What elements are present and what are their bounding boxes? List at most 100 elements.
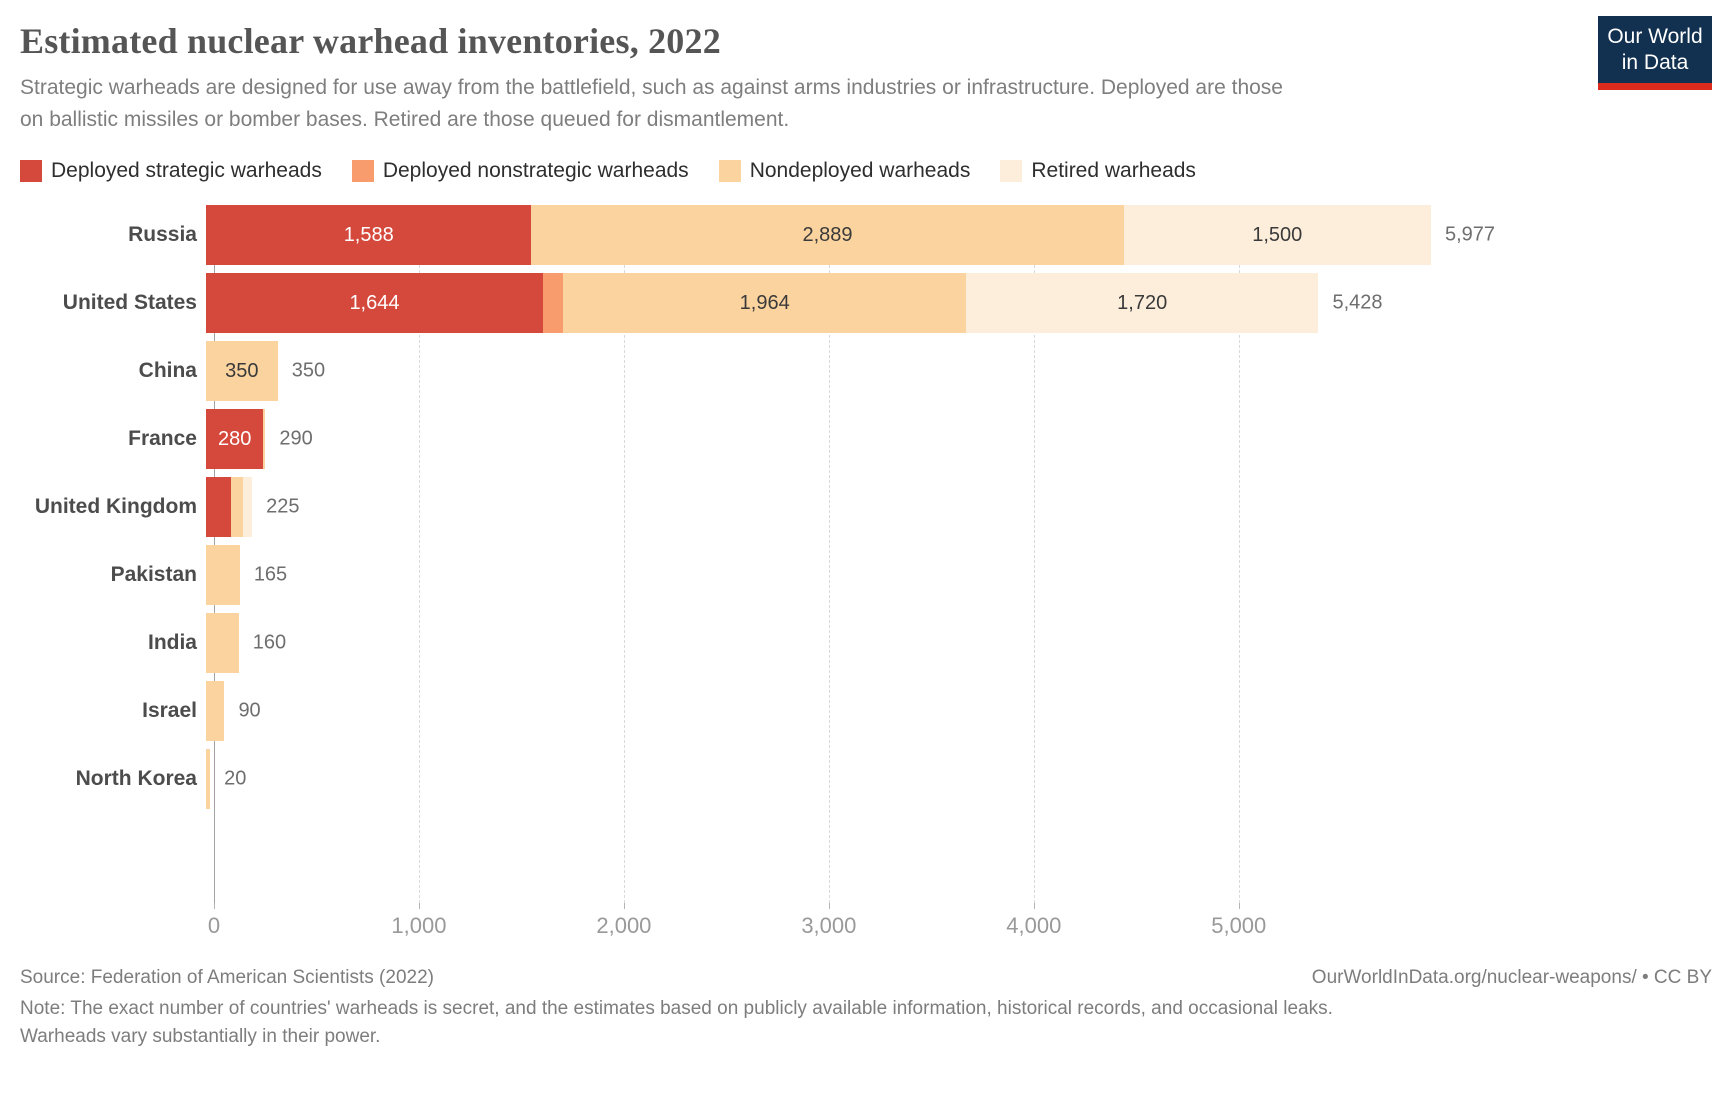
bar-track: 280 290 bbox=[206, 409, 1712, 469]
bar-total-label: 5,977 bbox=[1445, 223, 1496, 246]
x-axis-tick-label: 4,000 bbox=[1006, 913, 1062, 938]
chart-footer: Source: Federation of American Scientist… bbox=[14, 967, 1712, 1050]
owid-logo-line1: Our World bbox=[1607, 25, 1703, 48]
bar-segment[interactable]: 280 bbox=[206, 409, 264, 469]
bar-value-label: 1,720 bbox=[1117, 291, 1168, 314]
bar-segment[interactable] bbox=[206, 613, 239, 673]
gridline bbox=[1033, 205, 1035, 903]
gridline bbox=[1238, 205, 1240, 903]
bar-total-label: 350 bbox=[291, 359, 326, 382]
bar-row: India 160 bbox=[14, 613, 1712, 673]
legend-item[interactable]: Deployed strategic warheads bbox=[20, 159, 322, 183]
legend-item[interactable]: Deployed nonstrategic warheads bbox=[351, 159, 689, 183]
legend-label: Deployed strategic warheads bbox=[51, 159, 322, 182]
country-label: France bbox=[128, 427, 197, 450]
bar-value-label: 1,644 bbox=[349, 291, 400, 314]
page-title: Estimated nuclear warhead inventories, 2… bbox=[20, 21, 721, 61]
bar-segment[interactable] bbox=[206, 681, 225, 741]
bar-segment[interactable] bbox=[542, 273, 564, 333]
bar-segment[interactable] bbox=[230, 477, 243, 537]
bar-track: 1,588 2,889 1,500 5,977 bbox=[206, 205, 1712, 265]
gridline bbox=[828, 205, 830, 903]
bar-segment[interactable]: 1,644 bbox=[206, 273, 543, 333]
chart-header: Estimated nuclear warhead inventories, 2… bbox=[14, 14, 1712, 135]
x-axis-tick-label: 1,000 bbox=[391, 913, 447, 938]
bar-segment[interactable]: 1,500 bbox=[1123, 205, 1431, 265]
bar-track: 160 bbox=[206, 613, 1712, 673]
chart-area: Russia 1,588 2,889 1,500 5,977 United States 1… bbox=[14, 205, 1712, 909]
bar-value-label: 1,588 bbox=[343, 223, 394, 246]
bar-total-label: 90 bbox=[238, 699, 261, 722]
country-label: North Korea bbox=[75, 767, 197, 790]
license-link[interactable]: OurWorldInData.org/nuclear-weapons/ • CC… bbox=[1311, 967, 1712, 988]
bar-row: North Korea 20 bbox=[14, 749, 1712, 809]
axis-tick-mark bbox=[828, 903, 830, 909]
legend-swatch bbox=[1000, 160, 1023, 182]
bar-total-label: 290 bbox=[279, 427, 313, 450]
legend-label: Nondeployed warheads bbox=[749, 159, 971, 182]
bar-track: 20 bbox=[206, 749, 1712, 809]
bar-total-label: 165 bbox=[253, 563, 288, 586]
bar-row: Israel 90 bbox=[14, 681, 1712, 741]
bar-segment[interactable]: 1,720 bbox=[965, 273, 1319, 333]
bar-row: France 280 290 bbox=[14, 409, 1712, 469]
x-axis-tick-label: 0 bbox=[207, 913, 221, 938]
axis-tick-mark bbox=[1033, 903, 1035, 909]
note-text: Note: The exact number of countries' war… bbox=[20, 998, 1333, 1047]
country-label: India bbox=[147, 631, 197, 654]
country-label: Israel bbox=[142, 699, 197, 722]
x-axis-tick-label: 2,000 bbox=[596, 913, 652, 938]
bar-track: 350 350 bbox=[206, 341, 1712, 401]
chart-subtitle: Strategic warheads are designed for use … bbox=[20, 76, 1283, 131]
country-label: Russia bbox=[128, 223, 197, 246]
country-label: United Kingdom bbox=[34, 495, 197, 518]
country-label: Pakistan bbox=[110, 563, 197, 586]
axis-tick-mark bbox=[1238, 903, 1240, 909]
owid-logo-line2: in Data bbox=[1621, 51, 1689, 75]
bar-value-label: 280 bbox=[218, 427, 252, 450]
bar-value-label: 1,964 bbox=[739, 291, 790, 314]
legend-item[interactable]: Retired warheads bbox=[1000, 159, 1196, 183]
bar-segment[interactable] bbox=[206, 749, 211, 809]
bar-row: Pakistan 165 bbox=[14, 545, 1712, 605]
bar-row: United States 1,644 1,964 1,720 5,428 bbox=[14, 273, 1712, 333]
x-axis: 0 1,000 2,000 3,000 4,000 5,000 bbox=[208, 903, 1712, 941]
bar-segment[interactable]: 1,588 bbox=[206, 205, 532, 265]
bar-track: 1,644 1,964 1,720 5,428 bbox=[206, 273, 1712, 333]
bar-segment[interactable] bbox=[206, 477, 231, 537]
bar-total-label: 20 bbox=[224, 767, 247, 790]
bar-total-label: 225 bbox=[266, 495, 300, 518]
legend-label: Retired warheads bbox=[1031, 159, 1196, 182]
bar-segment[interactable] bbox=[242, 477, 253, 537]
legend-label: Deployed nonstrategic warheads bbox=[382, 159, 689, 182]
country-label: United States bbox=[62, 291, 197, 314]
bar-segment[interactable] bbox=[206, 545, 240, 605]
bar-rows: Russia 1,588 2,889 1,500 5,977 United States 1… bbox=[14, 205, 1712, 809]
bar-value-label: 1,500 bbox=[1252, 223, 1303, 246]
legend-item[interactable]: Nondeployed warheads bbox=[718, 159, 971, 183]
bar-total-label: 160 bbox=[252, 631, 287, 654]
gridline bbox=[623, 205, 625, 903]
legend-swatch bbox=[718, 160, 741, 182]
legend: Deployed strategic warheads Deployed nons… bbox=[14, 159, 1712, 183]
bar-row: China 350 350 bbox=[14, 341, 1712, 401]
bar-segment[interactable]: 350 bbox=[206, 341, 278, 401]
bar-row: Russia 1,588 2,889 1,500 5,977 bbox=[14, 205, 1712, 265]
gridline bbox=[418, 205, 420, 903]
axis-tick-mark bbox=[418, 903, 420, 909]
axis-tick-mark bbox=[623, 903, 625, 909]
legend-swatch bbox=[351, 160, 374, 182]
bar-value-label: 350 bbox=[225, 359, 259, 382]
bar-segment[interactable] bbox=[263, 409, 266, 469]
owid-logo[interactable]: Our World in Data bbox=[1598, 16, 1712, 90]
axis-tick-mark bbox=[214, 903, 215, 909]
bar-segment[interactable]: 2,889 bbox=[531, 205, 1124, 265]
x-axis-tick-label: 3,000 bbox=[801, 913, 857, 938]
x-axis-tick-label: 5,000 bbox=[1211, 913, 1267, 938]
bar-track: 165 bbox=[206, 545, 1712, 605]
bar-segment[interactable]: 1,964 bbox=[563, 273, 966, 333]
bar-value-label: 2,889 bbox=[802, 223, 853, 246]
country-label: China bbox=[138, 359, 197, 382]
legend-swatch bbox=[20, 160, 42, 182]
